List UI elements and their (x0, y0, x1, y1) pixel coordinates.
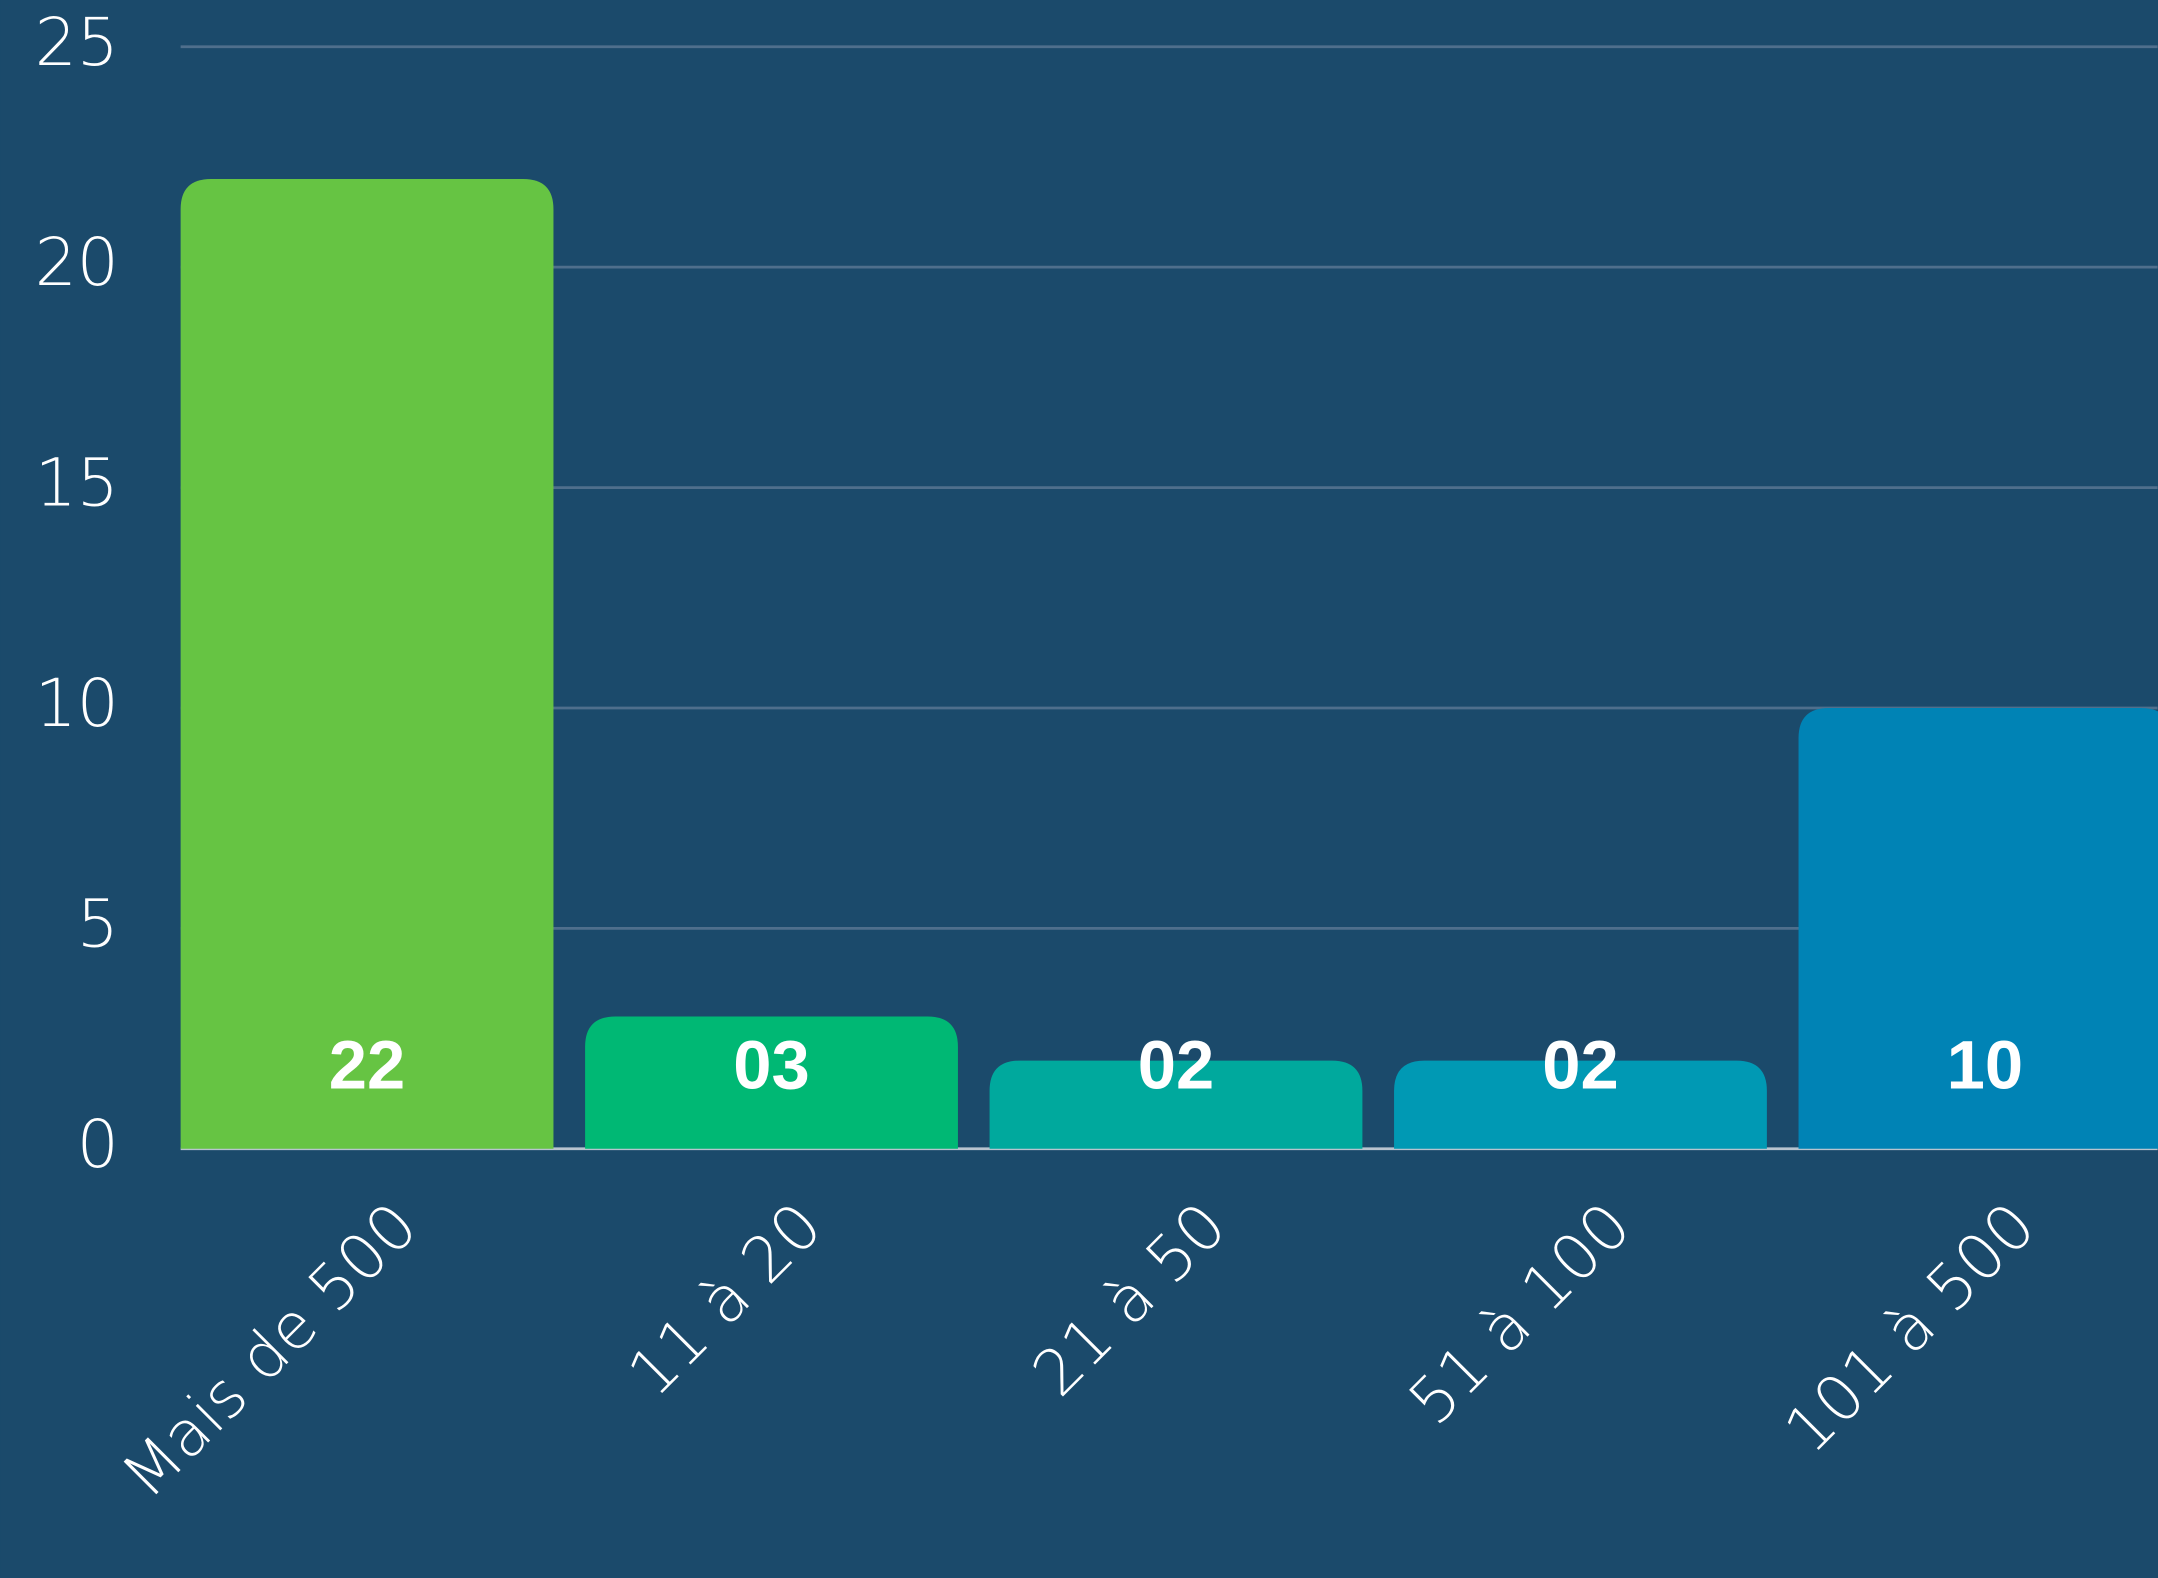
y-tick-label: 25 (35, 4, 119, 81)
bar (1798, 707, 2158, 1149)
value-label: 02 (1138, 1027, 1215, 1104)
y-tick-label: 0 (77, 1106, 119, 1183)
value-label: 02 (1542, 1027, 1619, 1104)
bar (585, 1016, 958, 1149)
value-label: 03 (733, 1027, 810, 1104)
y-tick-label: 5 (77, 885, 119, 962)
bar (989, 1060, 1363, 1149)
bar (1394, 1060, 1767, 1149)
y-tick-label: 10 (35, 665, 119, 742)
value-label: 10 (1947, 1027, 2024, 1104)
bar (180, 179, 554, 1149)
y-tick-label: 20 (35, 224, 119, 301)
y-tick-label: 15 (35, 445, 119, 522)
value-label: 22 (329, 1027, 406, 1104)
